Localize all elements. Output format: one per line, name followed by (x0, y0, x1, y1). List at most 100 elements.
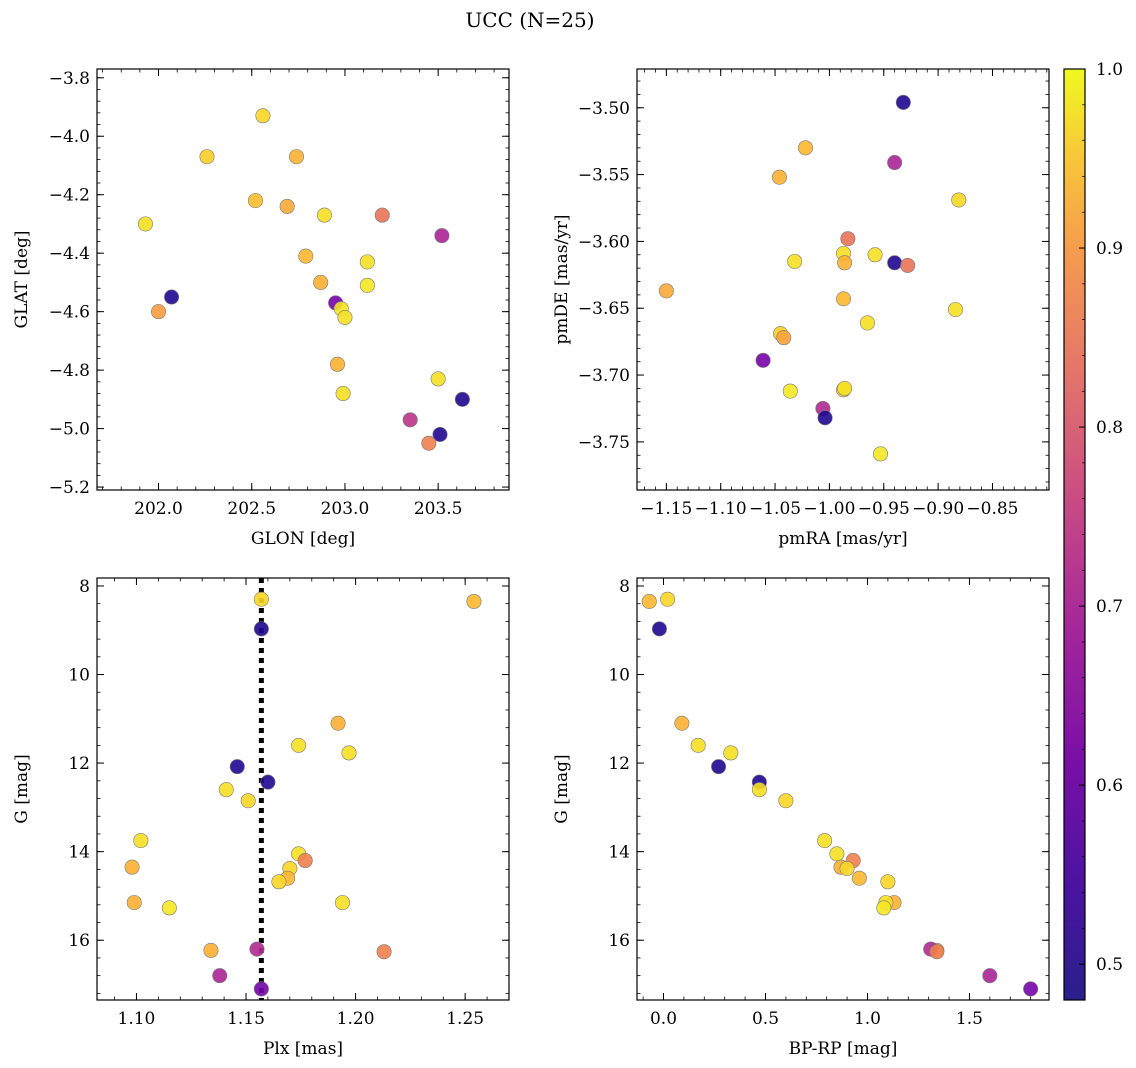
x-tick-label: −0.85 (966, 499, 1018, 519)
panel-bprp-g: 0.0 0.5 1.0 1.5 8 10 12 14 16 BP-RP [mag] G [mag] (552, 577, 1050, 1059)
data-point (839, 860, 855, 876)
y-tick-label: 16 (608, 931, 630, 951)
figure-title: UCC (N=25) (465, 8, 594, 32)
data-point (651, 621, 667, 637)
y-tick-label: 14 (68, 843, 90, 863)
data-point (218, 782, 234, 798)
y-tick-label: −5.0 (49, 420, 90, 440)
data-point (402, 412, 418, 428)
y-tick-label: 10 (68, 666, 90, 686)
data-point (341, 745, 357, 761)
data-point (164, 289, 180, 305)
x-tick-label: −1.10 (695, 499, 747, 519)
y-tick-label: −3.55 (578, 166, 630, 186)
data-point (723, 745, 739, 761)
data-point (359, 277, 375, 293)
data-point (887, 255, 903, 271)
data-point (335, 386, 351, 402)
y-tick-label: −4.4 (49, 244, 90, 264)
data-point (212, 968, 228, 984)
data-point (900, 257, 916, 273)
data-point (330, 715, 346, 731)
x-tick-label: −1.05 (749, 499, 801, 519)
x-tick-label: −1.00 (803, 499, 855, 519)
data-point (271, 874, 287, 890)
data-point (329, 356, 345, 372)
data-point (797, 140, 813, 156)
data-point (279, 198, 295, 214)
x-tick-label: 203.5 (414, 499, 463, 519)
y-tick-label: 12 (68, 754, 90, 774)
panel-glon-glat: 202.0 202.5 203.0 203.5 −3.8 −4.0 −4.2 −4.4 −4.6… (12, 68, 510, 549)
data-point (151, 304, 167, 320)
x-tick-label: 1.10 (118, 1009, 156, 1029)
data-point (334, 895, 350, 911)
colorbar-tick-label: 0.6 (1096, 776, 1123, 796)
x-tick-label: 0.0 (650, 1009, 677, 1029)
data-point (247, 193, 263, 209)
x-axis-label: pmRA [mas/yr] (778, 529, 907, 549)
data-point (253, 981, 269, 997)
data-point (751, 782, 767, 798)
y-axis-label: G [mag] (552, 754, 572, 823)
y-axis-label: GLAT [deg] (12, 230, 32, 328)
y-tick-label: 8 (79, 577, 90, 597)
colorbar-tick-label: 1.0 (1096, 60, 1123, 80)
x-tick-label: 1.0 (854, 1009, 881, 1029)
data-point (660, 591, 676, 607)
data-point (240, 793, 256, 809)
data-point (837, 255, 853, 271)
y-tick-label: −3.70 (578, 366, 630, 386)
colorbar-tick-label: 0.7 (1096, 597, 1123, 617)
data-point (851, 870, 867, 886)
data-point (126, 895, 142, 911)
plot-frame (96, 68, 510, 491)
y-tick-label: 14 (608, 843, 630, 863)
colorbar-tick-label: 0.9 (1096, 239, 1123, 259)
data-point (951, 192, 967, 208)
y-tick-label: −3.60 (578, 232, 630, 252)
data-point (249, 941, 265, 957)
x-tick-label: −0.95 (858, 499, 910, 519)
x-axis-label: Plx [mas] (263, 1039, 343, 1059)
y-tick-label: −4.6 (49, 303, 90, 323)
data-point (755, 352, 771, 368)
data-point (641, 593, 657, 609)
data-point (837, 380, 853, 396)
x-tick-label: 1.15 (227, 1009, 265, 1029)
data-point (253, 621, 269, 637)
data-point (776, 330, 792, 346)
data-point (817, 410, 833, 426)
data-point (840, 231, 856, 247)
colorbar-tick-label: 0.8 (1096, 418, 1123, 438)
panel-plx-g: 1.10 1.15 1.20 1.25 8 10 12 14 16 Plx [mas] G [mag… (12, 577, 510, 1059)
y-tick-label: −3.8 (49, 69, 90, 89)
data-point (199, 149, 215, 165)
data-point (203, 942, 219, 958)
y-tick-label: −3.50 (578, 99, 630, 119)
y-axis-label: pmDE [mas/yr] (552, 214, 572, 344)
panel-pmra-pmde: −1.15 −1.10 −1.05 −1.00 −0.95 −0.90 −0.85 −3.50… (552, 68, 1050, 549)
x-tick-label: 202.5 (227, 499, 276, 519)
plot-frame (636, 68, 1050, 491)
x-tick-label: 0.5 (752, 1009, 779, 1029)
data-point (1023, 981, 1039, 997)
panels: 202.0 202.5 203.0 203.5 −3.8 −4.0 −4.2 −4.4 −4.6… (12, 68, 1050, 1059)
data-point (376, 944, 392, 960)
data-point (859, 315, 875, 331)
colorbar-gradient (1063, 68, 1086, 1001)
data-point (432, 426, 448, 442)
y-tick-label: 10 (608, 666, 630, 686)
data-point (374, 207, 390, 223)
colorbar: 0.5 0.6 0.7 0.8 0.9 1.0 (1063, 60, 1123, 1001)
x-tick-label: 1.20 (337, 1009, 375, 1029)
data-point (690, 737, 706, 753)
data-point (948, 302, 964, 318)
data-point (674, 715, 690, 731)
data-point (887, 155, 903, 171)
data-point (288, 149, 304, 165)
data-point (829, 846, 845, 862)
data-point (316, 207, 332, 223)
data-point (787, 253, 803, 269)
y-tick-label: 8 (619, 577, 630, 597)
